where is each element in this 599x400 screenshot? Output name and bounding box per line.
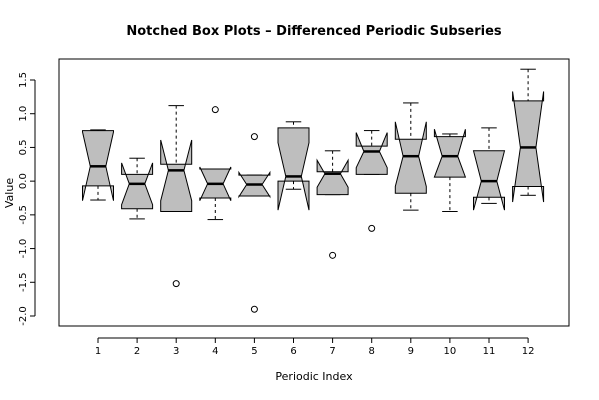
- box-group-5: [238, 133, 271, 313]
- y-axis: -2.0 -1.5 -1.0 -0.5 0.0 0.5 1.0 1.5: [18, 72, 36, 326]
- outlier-point: [250, 305, 258, 313]
- y-tick-label: -1.0: [18, 239, 29, 259]
- x-tick-label: 1: [95, 346, 101, 357]
- x-tick-label: 4: [212, 346, 218, 357]
- box-group-1: [82, 129, 114, 201]
- y-axis-label: Value: [3, 178, 16, 208]
- box-group-2: [121, 157, 154, 220]
- x-tick-label: 6: [290, 346, 296, 357]
- x-tick-label: 2: [134, 346, 140, 357]
- box-group-10: [433, 129, 467, 212]
- y-tick-label: 1.0: [18, 106, 29, 122]
- notched-box: [160, 139, 193, 212]
- notched-box: [277, 127, 310, 211]
- y-tick-label: 0.0: [18, 173, 29, 189]
- notched-box: [355, 132, 388, 175]
- notched-box: [394, 121, 427, 194]
- boxes: [82, 68, 545, 313]
- notched-box: [433, 129, 467, 178]
- outlier-point: [329, 251, 337, 259]
- x-tick-label: 3: [173, 346, 179, 357]
- x-tick-label: 11: [483, 346, 496, 357]
- x-axis-label: Periodic Index: [275, 370, 353, 383]
- x-tick-label: 7: [329, 346, 335, 357]
- y-tick-label: 1.5: [18, 72, 29, 88]
- x-axis: 1 2 3 4 5 6 7 8 9 10 11 12: [95, 337, 535, 357]
- outlier-point: [211, 106, 219, 114]
- plot-frame: [58, 58, 570, 327]
- box-group-8: [355, 130, 388, 232]
- y-tick-label: -1.5: [18, 273, 29, 293]
- outlier-point: [250, 133, 258, 141]
- y-tick-label: -2.0: [18, 306, 29, 326]
- box-group-9: [394, 102, 427, 211]
- outlier-point: [368, 224, 376, 232]
- box-group-6: [277, 121, 310, 211]
- outlier-point: [172, 280, 180, 288]
- x-tick-label: 5: [251, 346, 257, 357]
- x-tick-label: 12: [522, 346, 535, 357]
- x-tick-label: 9: [408, 346, 414, 357]
- box-group-4: [199, 106, 232, 221]
- y-tick-label: -0.5: [18, 205, 29, 225]
- y-tick-label: 0.5: [18, 139, 29, 155]
- box-group-11: [472, 127, 506, 211]
- box-group-3: [160, 105, 193, 288]
- x-tick-label: 10: [444, 346, 457, 357]
- box-group-12: [512, 68, 545, 203]
- notched-box: [316, 158, 349, 196]
- notched-box: [121, 162, 154, 210]
- chart-title: Notched Box Plots – Differenced Periodic…: [126, 24, 502, 39]
- box-group-7: [316, 150, 349, 259]
- x-tick-label: 8: [369, 346, 375, 357]
